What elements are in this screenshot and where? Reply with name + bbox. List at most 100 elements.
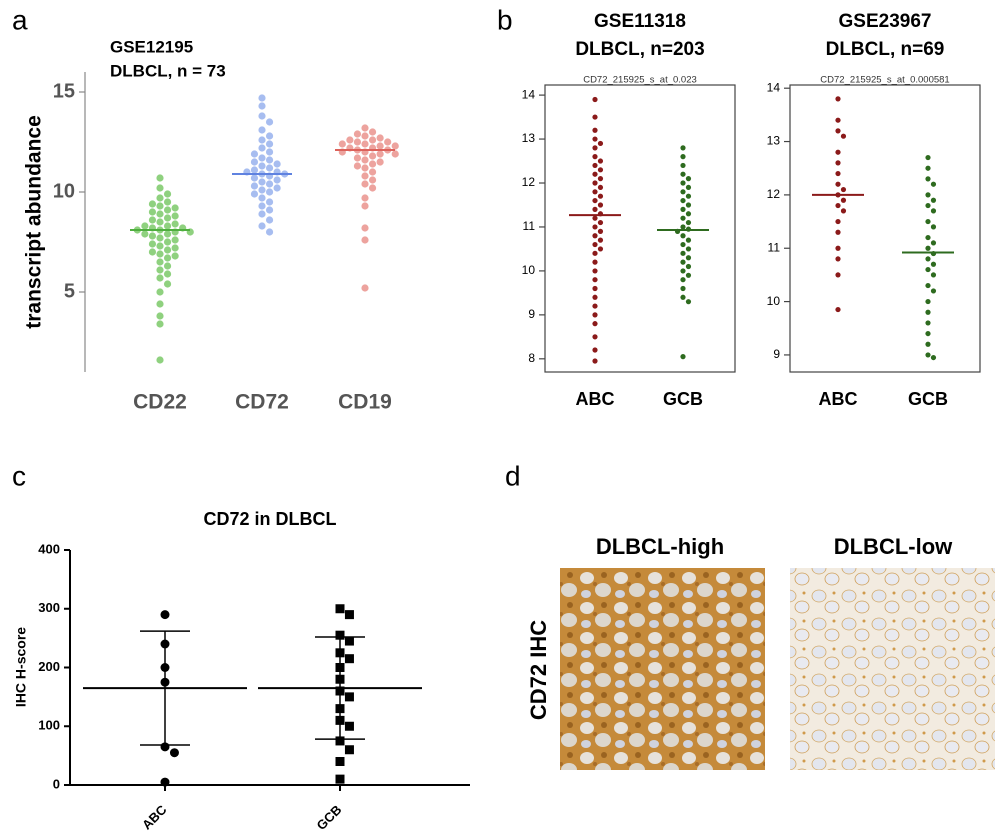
data-point [361, 124, 369, 132]
data-point [592, 114, 598, 120]
data-point [368, 128, 377, 136]
data-point [930, 197, 937, 203]
data-point [835, 218, 841, 225]
data-point [376, 142, 384, 150]
x-tick-label: CD72 [235, 391, 289, 414]
data-point [925, 352, 931, 358]
data-point [597, 184, 604, 191]
data-point [265, 140, 274, 148]
data-point [680, 277, 686, 283]
data-point [361, 172, 369, 180]
data-point [592, 285, 598, 292]
data-point [353, 138, 362, 146]
ihc-image [560, 568, 765, 770]
data-point [156, 300, 164, 308]
data-point [592, 358, 598, 364]
data-point [344, 692, 354, 702]
data-point [156, 356, 164, 364]
data-point [597, 237, 604, 243]
y-tick-label: 10 [522, 263, 536, 277]
data-point [930, 354, 937, 361]
data-point [250, 158, 259, 166]
data-point [258, 210, 266, 218]
data-point [835, 117, 841, 123]
data-point [163, 238, 172, 246]
data-point [597, 158, 604, 164]
data-point [156, 184, 164, 192]
data-point [258, 162, 266, 170]
data-point [597, 176, 604, 182]
data-point [925, 309, 931, 315]
data-point [265, 156, 274, 164]
data-point [685, 246, 692, 252]
data-point [680, 154, 686, 160]
x-tick-label: GCB [314, 802, 345, 833]
data-point [680, 145, 686, 151]
data-point [840, 208, 847, 214]
data-point [592, 96, 598, 103]
data-point [265, 198, 274, 206]
data-point [250, 166, 259, 174]
data-point [171, 212, 179, 220]
data-point [361, 236, 369, 244]
data-point [592, 259, 598, 265]
y-tick-label: 8 [528, 351, 535, 365]
data-point [592, 241, 598, 248]
data-point [156, 202, 164, 210]
data-point [592, 127, 598, 133]
data-point [685, 211, 692, 217]
data-point [592, 171, 598, 177]
data-point [930, 288, 937, 294]
x-tick-label: GCB [663, 389, 703, 409]
data-point [930, 181, 937, 187]
data-point [171, 220, 179, 228]
data-point [925, 282, 931, 289]
y-tick-label: 11 [523, 219, 536, 233]
data-point [597, 228, 604, 234]
data-point [680, 171, 686, 177]
data-point [258, 154, 266, 162]
data-point [258, 136, 266, 144]
chart-title: GSE11318 [594, 11, 686, 32]
data-point [368, 136, 377, 144]
data-point [258, 102, 266, 110]
data-point [258, 194, 266, 202]
data-point [335, 648, 345, 658]
chart-title: DLBCL, n=203 [575, 39, 704, 60]
data-point [376, 134, 384, 142]
data-point [592, 224, 598, 230]
image-y-label: CD72 IHC [526, 620, 551, 720]
data-point [592, 303, 598, 309]
data-point [685, 184, 692, 191]
data-point [592, 277, 598, 283]
data-point [597, 219, 604, 226]
data-point [163, 206, 172, 214]
chart-title: DLBCL, n = 73 [110, 61, 226, 80]
data-point [368, 184, 377, 192]
data-point [335, 686, 345, 696]
data-point [361, 140, 369, 148]
y-tick-label: 300 [38, 600, 60, 615]
data-point [368, 160, 377, 168]
data-point [835, 272, 841, 278]
y-tick-label: 9 [528, 307, 535, 321]
chart-subtitle: CD72_215925_s_at_0.000581 [820, 75, 949, 86]
data-point [925, 154, 931, 161]
data-point [344, 610, 354, 620]
data-point [163, 198, 172, 206]
data-point [930, 261, 937, 267]
data-point [156, 210, 164, 218]
data-point [592, 197, 598, 204]
data-point [353, 130, 362, 138]
data-point [338, 140, 346, 148]
data-point [592, 233, 598, 239]
data-point [376, 150, 384, 158]
data-point [148, 200, 157, 208]
data-point [156, 234, 164, 242]
data-point [156, 266, 164, 274]
data-point [273, 184, 281, 192]
data-point [925, 256, 931, 262]
data-point [680, 189, 686, 195]
data-point [344, 636, 354, 646]
image-title: DLBCL-low [834, 534, 953, 559]
